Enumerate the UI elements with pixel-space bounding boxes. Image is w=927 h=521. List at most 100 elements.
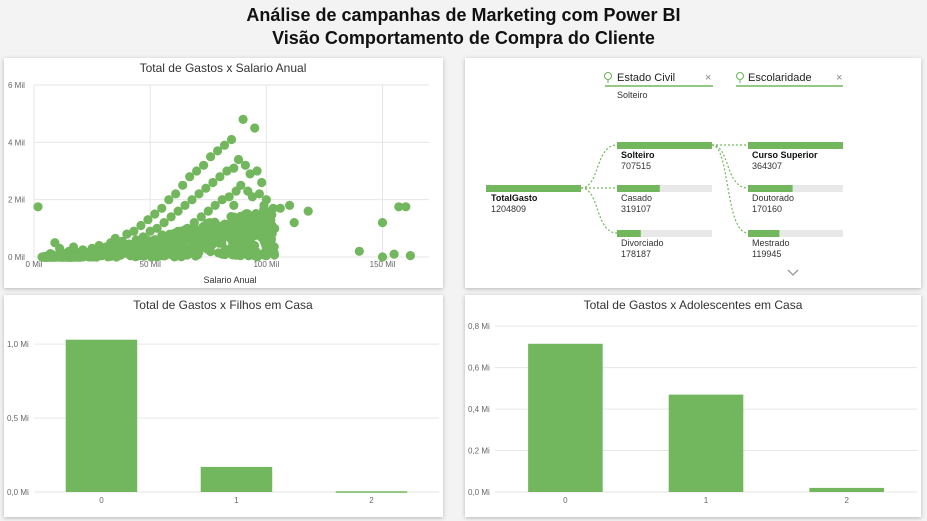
scatter-point[interactable] (266, 246, 276, 256)
scatter-point[interactable] (250, 123, 260, 133)
scatter-point[interactable] (187, 195, 197, 205)
scatter-point[interactable] (226, 219, 236, 229)
scatter-point[interactable] (87, 250, 97, 260)
scatter-point[interactable] (170, 230, 180, 240)
scatter-point[interactable] (354, 246, 364, 256)
bar[interactable] (528, 343, 603, 492)
adolescentes-bar-chart[interactable]: Total de Gastos x Adolescentes em Casa 0… (465, 295, 921, 517)
filter-header-estado-civil[interactable]: Estado Civil × Solteiro (603, 71, 714, 100)
scatter-point[interactable] (237, 249, 247, 259)
scatter-point[interactable] (226, 134, 237, 145)
scatter-point[interactable] (215, 172, 225, 182)
scatter-point[interactable] (152, 223, 162, 233)
scatter-point[interactable] (131, 238, 141, 248)
scatter-point[interactable] (113, 249, 123, 259)
scatter-point[interactable] (233, 154, 244, 165)
decomposition-tree-card[interactable]: Estado Civil × Solteiro Escolaridade × (465, 58, 921, 288)
bar[interactable] (65, 339, 138, 492)
scatter-point[interactable] (261, 195, 271, 205)
scatter-point[interactable] (164, 195, 174, 205)
scatter-point[interactable] (394, 202, 404, 212)
scatter-point[interactable] (266, 215, 276, 225)
scatter-point[interactable] (196, 212, 206, 222)
scatter-point[interactable] (252, 166, 262, 176)
scatter-point[interactable] (180, 200, 190, 210)
scatter-point[interactable] (249, 220, 259, 230)
scatter-point[interactable] (130, 246, 140, 256)
scatter-point[interactable] (217, 195, 227, 205)
bar[interactable] (668, 394, 744, 492)
scatter-point[interactable] (245, 169, 255, 179)
scatter-point[interactable] (201, 183, 211, 193)
scatter-point[interactable] (245, 237, 255, 247)
scatter-point[interactable] (118, 242, 128, 252)
close-icon[interactable]: × (836, 72, 842, 84)
filhos-bar-chart[interactable]: Total de Gastos x Filhos em Casa 0,0 Mi 0… (4, 295, 443, 517)
scatter-point[interactable] (228, 231, 238, 241)
scatter-point[interactable] (213, 146, 223, 156)
scatter-point[interactable] (229, 242, 239, 252)
scatter-chart[interactable]: Total de Gastos x Salario Anual 0 Mil 2 M… (4, 58, 443, 288)
scatter-point[interactable] (236, 180, 246, 190)
scatter-point[interactable] (157, 230, 167, 240)
scatter-point[interactable] (205, 243, 215, 253)
scatter-point[interactable] (261, 208, 271, 218)
scatter-point[interactable] (405, 251, 415, 261)
scatter-point[interactable] (201, 228, 211, 238)
scatter-point[interactable] (203, 206, 213, 216)
close-icon[interactable]: × (705, 72, 711, 84)
bar[interactable] (809, 487, 884, 492)
scatter-point[interactable] (166, 212, 176, 222)
scatter-point[interactable] (226, 212, 236, 222)
scatter-point[interactable] (263, 233, 273, 243)
scatter-point[interactable] (39, 252, 49, 262)
scatter-point[interactable] (158, 250, 168, 261)
scatter-point[interactable] (136, 220, 146, 231)
bar[interactable] (200, 466, 273, 492)
scatter-point[interactable] (303, 206, 313, 216)
scatter-point[interactable] (190, 228, 200, 238)
scatter-point[interactable] (185, 172, 195, 182)
scatter-point[interactable] (122, 229, 132, 239)
scatter-point[interactable] (199, 160, 209, 170)
scatter-point[interactable] (208, 177, 218, 188)
scatter-point[interactable] (224, 192, 234, 202)
scatter-point[interactable] (247, 192, 257, 202)
scatter-point[interactable] (377, 252, 388, 262)
scatter-point[interactable] (205, 218, 215, 228)
scatter-point[interactable] (143, 215, 153, 225)
scatter-point[interactable] (250, 251, 260, 261)
scatter-point[interactable] (206, 152, 216, 162)
scatter-point[interactable] (261, 240, 271, 250)
scatter-point[interactable] (178, 180, 188, 190)
chevron-down-icon[interactable] (787, 269, 799, 276)
scatter-point[interactable] (285, 200, 295, 210)
scatter-point[interactable] (150, 209, 160, 219)
scatter-point[interactable] (257, 177, 267, 188)
scatter-point[interactable] (228, 250, 238, 260)
scatter-point[interactable] (194, 189, 204, 199)
scatter-point[interactable] (217, 235, 227, 245)
filhos-bar-card[interactable]: Total de Gastos x Filhos em Casa 0,0 Mi 0… (4, 295, 443, 517)
scatter-point[interactable] (110, 233, 120, 243)
scatter-point[interactable] (235, 226, 245, 236)
scatter-point[interactable] (171, 189, 181, 199)
scatter-point[interactable] (173, 206, 183, 216)
scatter-point[interactable] (192, 166, 202, 176)
scatter-point[interactable] (377, 218, 388, 228)
scatter-point[interactable] (159, 218, 169, 228)
scatter-point[interactable] (244, 245, 254, 256)
filter-header-escolaridade[interactable]: Escolaridade × (735, 71, 843, 87)
scatter-point[interactable] (210, 200, 220, 210)
scatter-point[interactable] (248, 227, 258, 237)
scatter-point[interactable] (61, 252, 71, 262)
scatter-point[interactable] (33, 202, 43, 212)
decomposition-tree[interactable]: Estado Civil × Solteiro Escolaridade × (465, 58, 921, 288)
scatter-point[interactable] (240, 160, 250, 170)
scatter-point[interactable] (254, 189, 264, 199)
scatter-point[interactable] (222, 166, 232, 176)
